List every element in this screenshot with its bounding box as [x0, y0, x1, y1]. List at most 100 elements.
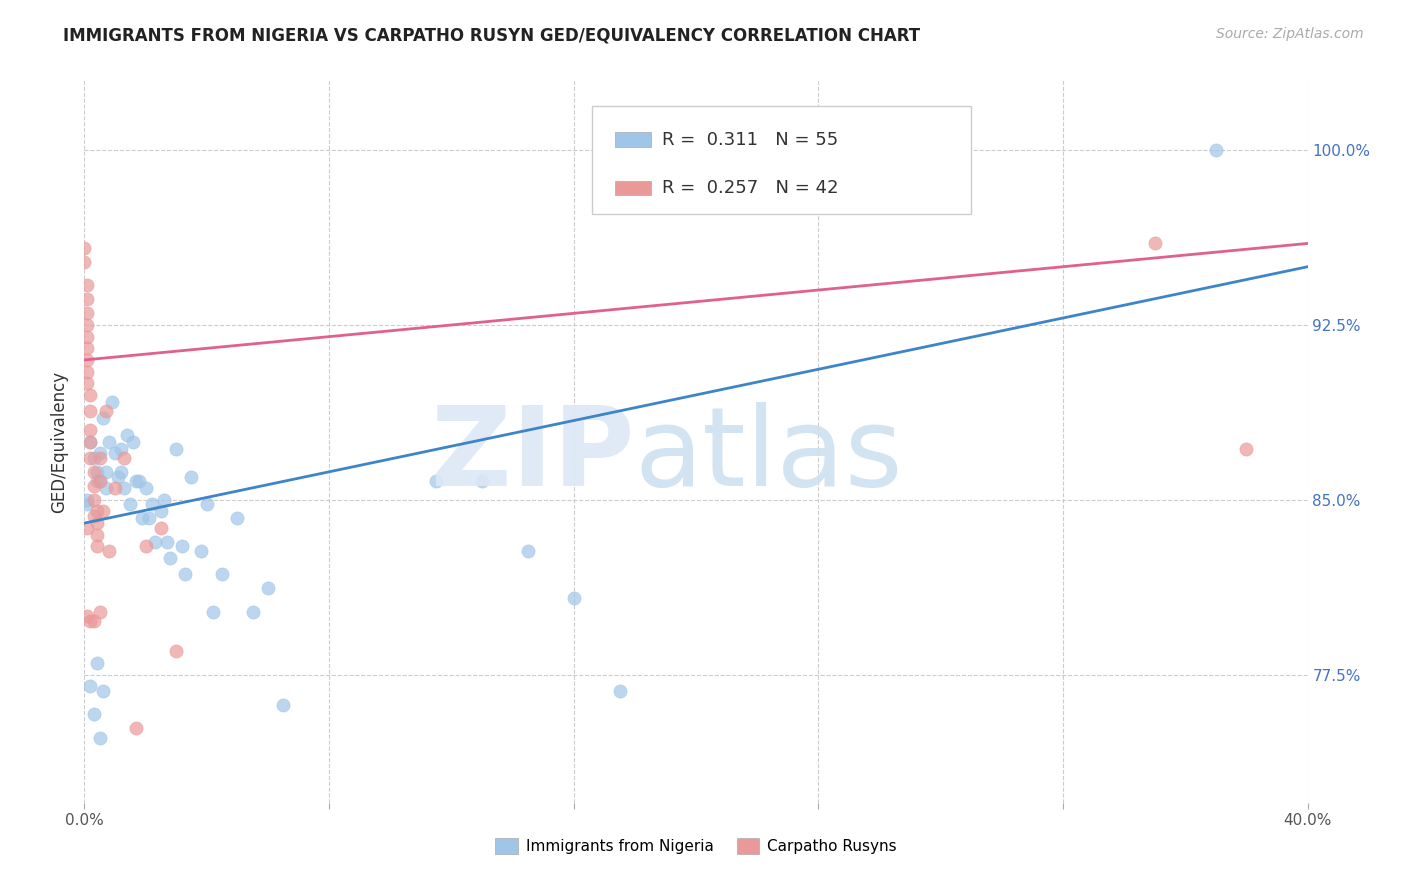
- Point: [1236, 442, 1258, 456]
- Point: [86, 528, 108, 542]
- Point: [86, 465, 108, 479]
- Point: [180, 469, 202, 483]
- Point: [125, 721, 148, 735]
- Point: [79, 450, 101, 465]
- Point: [89, 474, 111, 488]
- Point: [143, 534, 166, 549]
- Point: [135, 540, 157, 554]
- Point: [76, 318, 98, 332]
- Point: [97, 544, 120, 558]
- Point: [131, 511, 153, 525]
- Point: [141, 498, 163, 512]
- Point: [112, 450, 135, 465]
- Point: [73, 255, 96, 269]
- Point: [89, 731, 111, 745]
- Point: [242, 605, 264, 619]
- Point: [271, 698, 294, 712]
- FancyBboxPatch shape: [616, 132, 651, 147]
- Point: [79, 434, 101, 449]
- Point: [83, 465, 105, 479]
- Point: [104, 446, 127, 460]
- FancyBboxPatch shape: [592, 105, 972, 214]
- Legend: Immigrants from Nigeria, Carpatho Rusyns: Immigrants from Nigeria, Carpatho Rusyns: [489, 832, 903, 860]
- Point: [79, 423, 101, 437]
- Point: [153, 492, 176, 507]
- Point: [110, 442, 132, 456]
- Point: [89, 446, 111, 460]
- Point: [76, 293, 98, 307]
- Point: [516, 544, 538, 558]
- Point: [156, 534, 179, 549]
- Point: [115, 427, 138, 442]
- Point: [89, 605, 111, 619]
- Point: [190, 544, 212, 558]
- Point: [83, 509, 105, 524]
- Point: [471, 474, 494, 488]
- Point: [1205, 143, 1227, 157]
- Point: [97, 434, 120, 449]
- Point: [257, 582, 280, 596]
- Point: [172, 540, 194, 554]
- Point: [83, 707, 105, 722]
- Point: [226, 511, 249, 525]
- Point: [91, 504, 114, 518]
- Point: [609, 684, 631, 698]
- Point: [122, 434, 145, 449]
- Point: [94, 481, 117, 495]
- Point: [165, 644, 187, 658]
- Text: IMMIGRANTS FROM NIGERIA VS CARPATHO RUSYN GED/EQUIVALENCY CORRELATION CHART: IMMIGRANTS FROM NIGERIA VS CARPATHO RUSY…: [63, 27, 921, 45]
- Point: [562, 591, 585, 605]
- Point: [1143, 236, 1166, 251]
- Point: [91, 411, 114, 425]
- Point: [149, 521, 172, 535]
- Point: [159, 551, 181, 566]
- Point: [79, 388, 101, 402]
- Point: [91, 684, 114, 698]
- Point: [76, 609, 98, 624]
- Point: [165, 442, 187, 456]
- Point: [89, 450, 111, 465]
- Point: [76, 521, 98, 535]
- Point: [211, 567, 233, 582]
- Text: ZIP: ZIP: [432, 402, 636, 509]
- Point: [79, 434, 101, 449]
- Y-axis label: GED/Equivalency: GED/Equivalency: [51, 370, 69, 513]
- Point: [174, 567, 197, 582]
- Point: [86, 516, 108, 530]
- Point: [83, 614, 105, 628]
- Point: [76, 329, 98, 343]
- Point: [76, 376, 98, 391]
- Point: [110, 465, 132, 479]
- Point: [86, 656, 108, 670]
- Point: [135, 481, 157, 495]
- Text: R =  0.257   N = 42: R = 0.257 N = 42: [662, 179, 838, 197]
- Point: [79, 614, 101, 628]
- Point: [79, 679, 101, 693]
- Point: [195, 498, 218, 512]
- Point: [89, 474, 111, 488]
- Point: [425, 474, 447, 488]
- Point: [201, 605, 224, 619]
- Point: [138, 511, 160, 525]
- Point: [76, 278, 98, 293]
- Point: [83, 492, 105, 507]
- Point: [76, 365, 98, 379]
- Point: [128, 474, 150, 488]
- Text: atlas: atlas: [636, 402, 903, 509]
- Point: [73, 241, 96, 255]
- Point: [101, 395, 124, 409]
- Point: [76, 492, 98, 507]
- Point: [125, 474, 148, 488]
- Point: [83, 479, 105, 493]
- Text: R =  0.311   N = 55: R = 0.311 N = 55: [662, 130, 838, 149]
- Text: Source: ZipAtlas.com: Source: ZipAtlas.com: [1216, 27, 1364, 41]
- Point: [94, 404, 117, 418]
- Point: [104, 481, 127, 495]
- Point: [86, 504, 108, 518]
- Point: [76, 341, 98, 355]
- Point: [76, 306, 98, 320]
- Point: [120, 498, 142, 512]
- Point: [86, 540, 108, 554]
- Point: [149, 504, 172, 518]
- Point: [76, 498, 98, 512]
